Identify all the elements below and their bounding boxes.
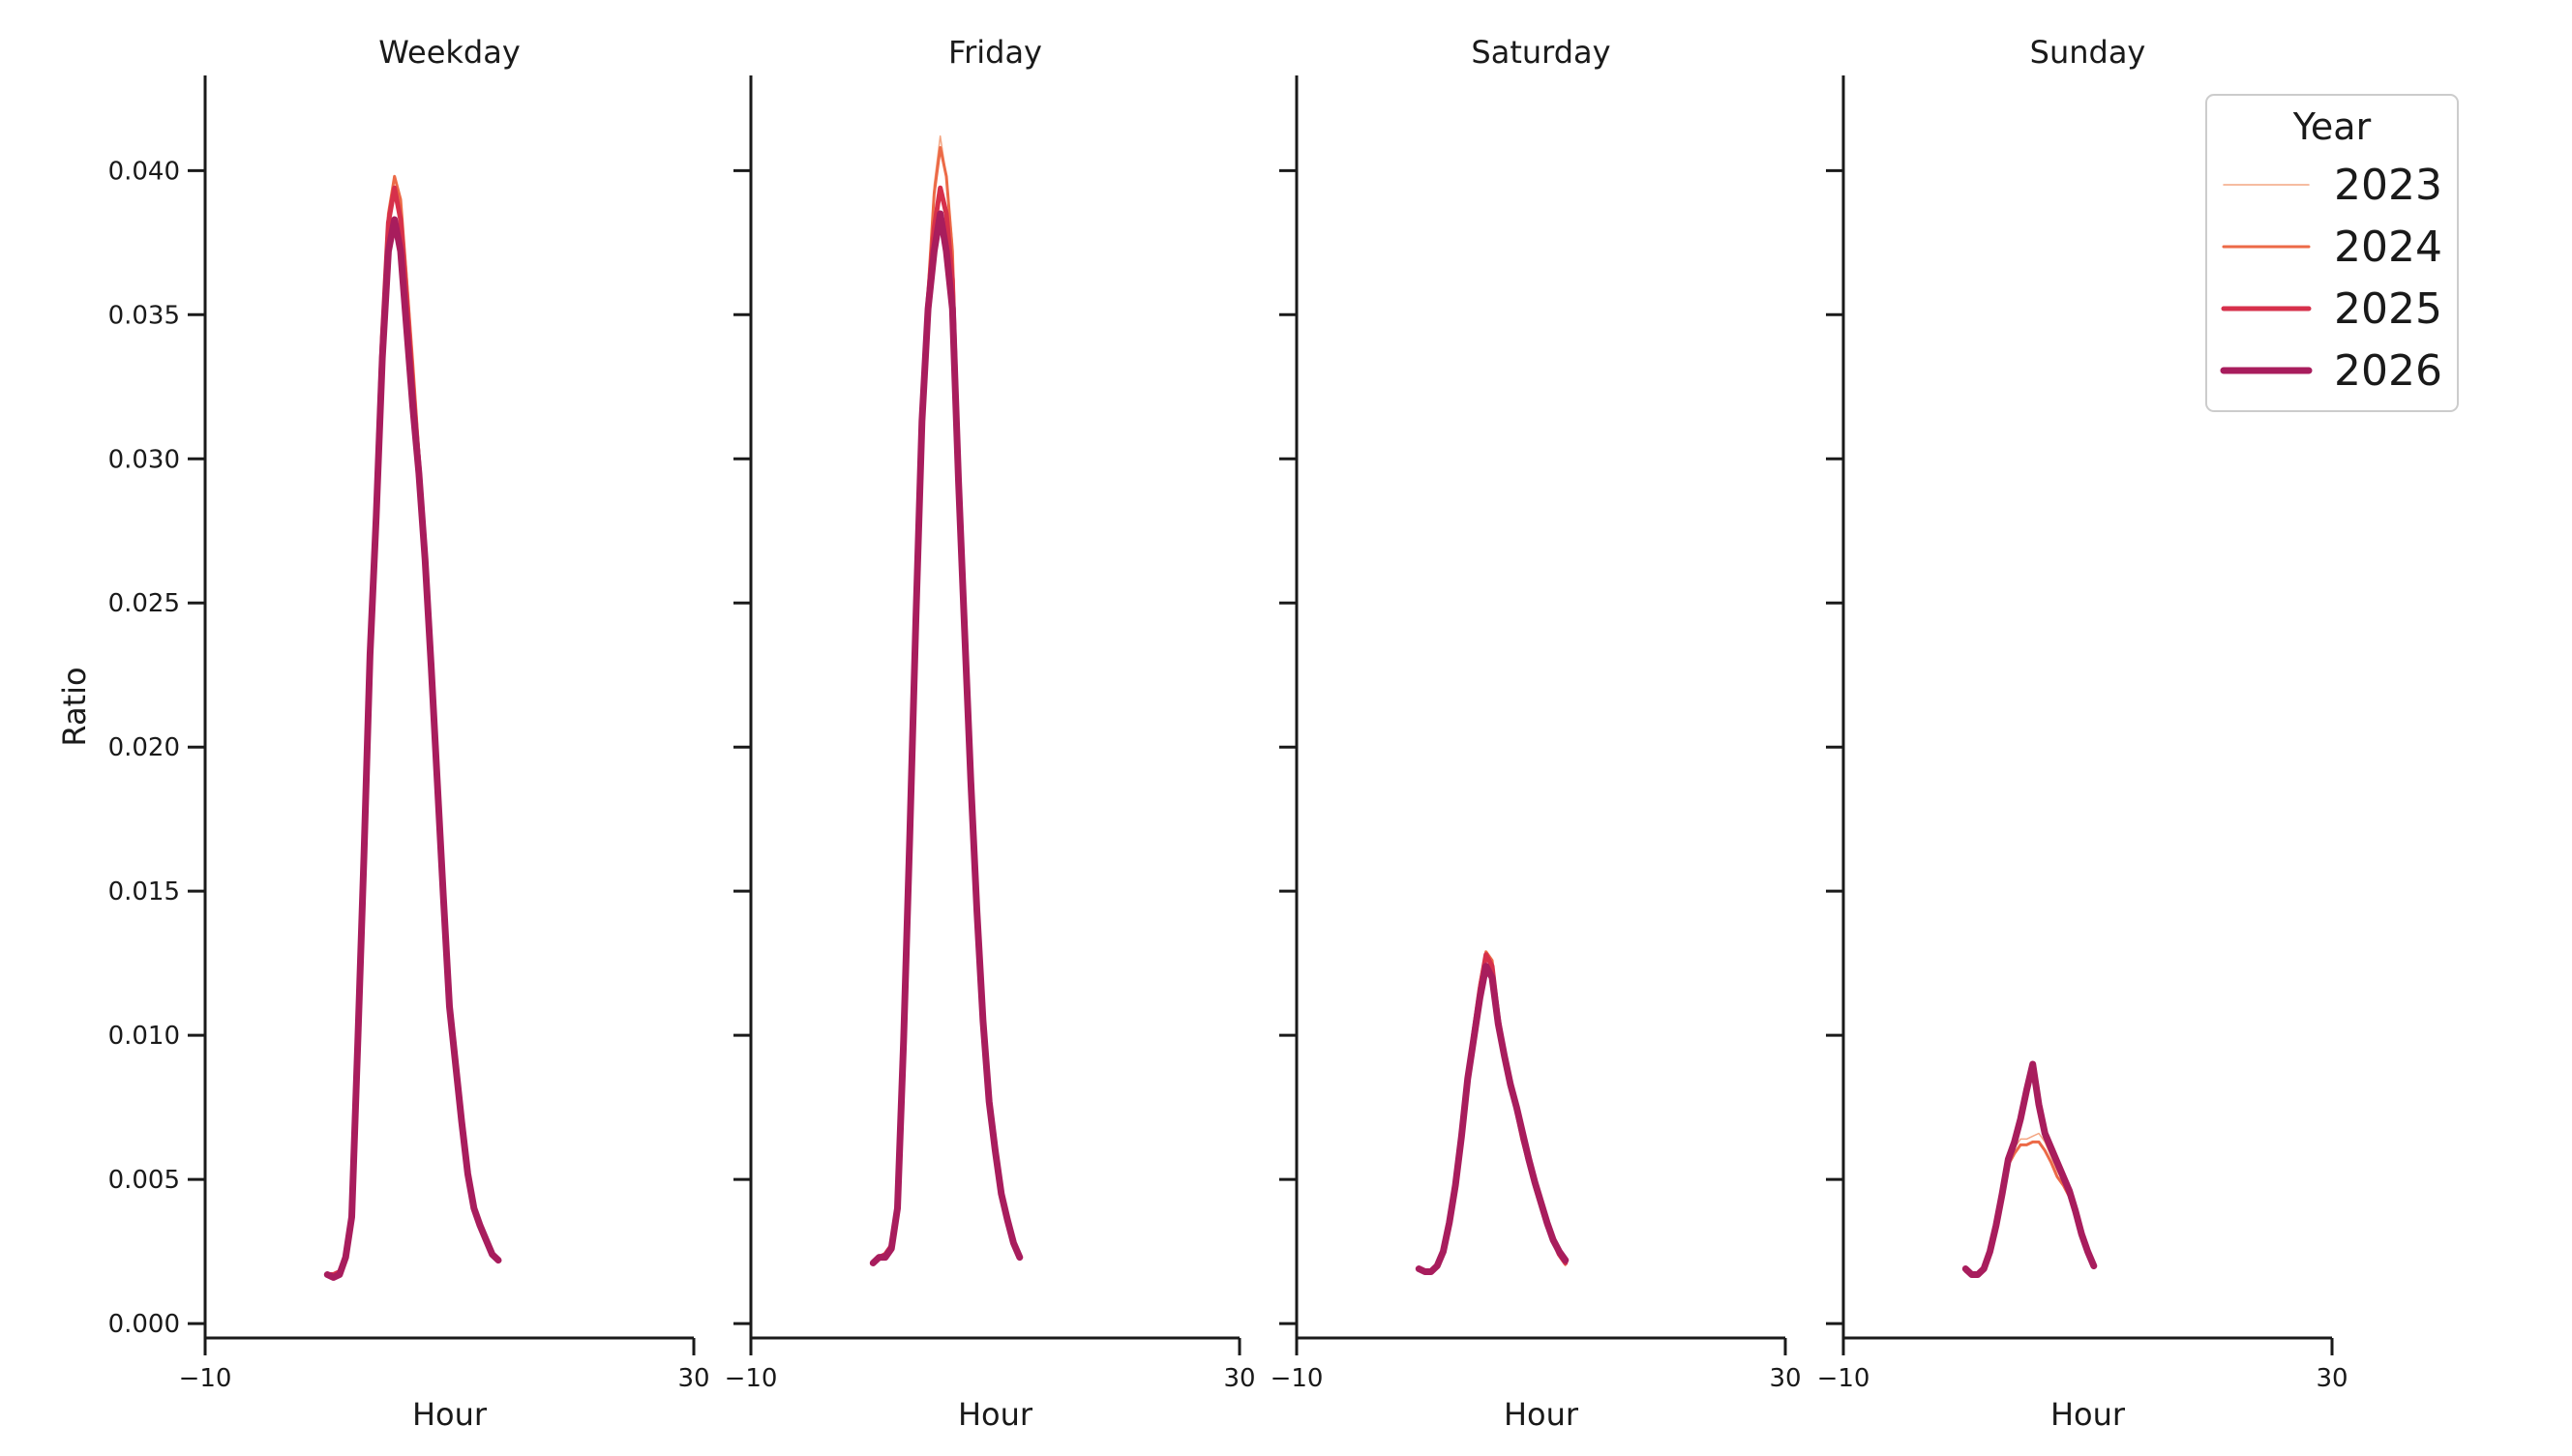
x-tick-label-sunday: −10 bbox=[1817, 1364, 1870, 1393]
x-tick-label-saturday: 30 bbox=[1769, 1364, 1801, 1393]
series-line-2026-friday bbox=[869, 210, 1024, 1266]
series-line-2026-weekday bbox=[323, 216, 502, 1281]
x-axis-label-friday: Hour bbox=[958, 1396, 1033, 1433]
panel-title-weekday: Weekday bbox=[378, 34, 521, 71]
legend-label-2026: 2026 bbox=[2334, 346, 2442, 396]
x-tick-label-sunday: 30 bbox=[2316, 1364, 2348, 1393]
y-tick-label: 0.015 bbox=[108, 877, 180, 906]
legend-label-2025: 2025 bbox=[2334, 284, 2442, 334]
y-tick-label: 0.035 bbox=[108, 301, 180, 330]
x-tick-label-weekday: 30 bbox=[677, 1364, 709, 1393]
y-tick-label: 0.040 bbox=[108, 157, 180, 186]
legend-label-2024: 2024 bbox=[2334, 223, 2442, 272]
panel-title-sunday: Sunday bbox=[2030, 34, 2146, 71]
x-tick-label-friday: −10 bbox=[725, 1364, 778, 1393]
y-tick-label: 0.030 bbox=[108, 445, 180, 474]
panel-title-friday: Friday bbox=[948, 34, 1042, 71]
panel-title-saturday: Saturday bbox=[1471, 34, 1610, 71]
y-tick-label: 0.020 bbox=[108, 733, 180, 762]
x-axis-label-sunday: Hour bbox=[2050, 1396, 2126, 1433]
x-tick-label-friday: 30 bbox=[1223, 1364, 1255, 1393]
y-axis-label: Ratio bbox=[56, 667, 93, 746]
series-line-2026-saturday bbox=[1415, 963, 1570, 1275]
series-line-2025-friday bbox=[870, 185, 1023, 1265]
series-line-2023-saturday bbox=[1418, 956, 1567, 1273]
x-axis-label-saturday: Hour bbox=[1504, 1396, 1579, 1433]
series-line-2023-friday bbox=[872, 134, 1021, 1264]
series-line-2024-friday bbox=[871, 146, 1022, 1264]
legend-box bbox=[2205, 94, 2459, 412]
y-tick-label: 0.000 bbox=[108, 1310, 180, 1339]
x-axis-label-weekday: Hour bbox=[412, 1396, 488, 1433]
series-line-2026-sunday bbox=[1961, 1060, 2098, 1278]
x-tick-label-saturday: −10 bbox=[1271, 1364, 1324, 1393]
x-tick-label-weekday: −10 bbox=[179, 1364, 232, 1393]
legend-title: Year bbox=[2292, 105, 2372, 148]
y-tick-label: 0.005 bbox=[108, 1166, 180, 1195]
y-tick-label: 0.010 bbox=[108, 1022, 180, 1051]
series-line-2025-sunday bbox=[1962, 1064, 2097, 1277]
legend-label-2023: 2023 bbox=[2334, 161, 2442, 210]
y-tick-label: 0.025 bbox=[108, 589, 180, 618]
